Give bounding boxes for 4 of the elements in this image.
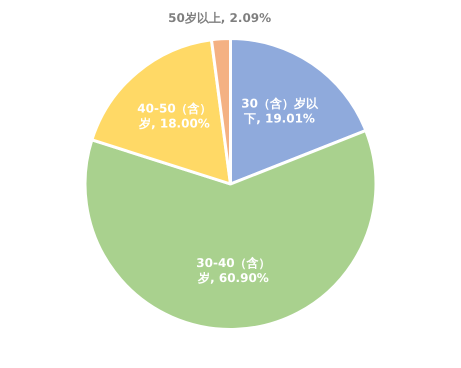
slice-label: 30（含）岁以下, 19.01%	[241, 96, 319, 126]
slice-label: 30-40（含）岁, 60.90%	[196, 256, 271, 285]
slice-label: 50岁以上, 2.09%	[168, 10, 272, 25]
slice-label: 40-50（含）岁, 18.00%	[137, 102, 212, 131]
